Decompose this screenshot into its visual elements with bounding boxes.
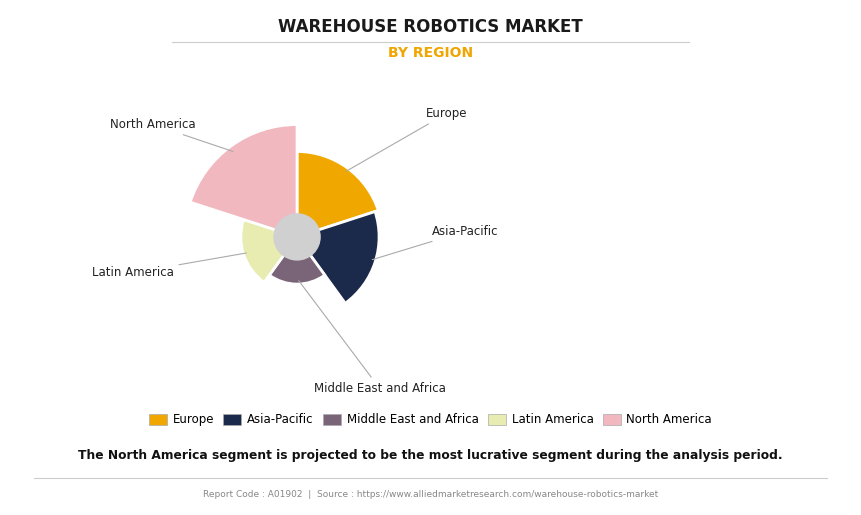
Text: WAREHOUSE ROBOTICS MARKET: WAREHOUSE ROBOTICS MARKET bbox=[278, 18, 583, 36]
Text: Asia-Pacific: Asia-Pacific bbox=[372, 225, 499, 260]
Wedge shape bbox=[309, 212, 379, 303]
Legend: Europe, Asia-Pacific, Middle East and Africa, Latin America, North America: Europe, Asia-Pacific, Middle East and Af… bbox=[144, 408, 717, 431]
Circle shape bbox=[274, 214, 320, 260]
Text: Report Code : A01902  |  Source : https://www.alliedmarketresearch.com/warehouse: Report Code : A01902 | Source : https://… bbox=[203, 490, 658, 499]
Text: Latin America: Latin America bbox=[91, 253, 246, 279]
Wedge shape bbox=[297, 151, 378, 231]
Wedge shape bbox=[269, 253, 325, 284]
Wedge shape bbox=[241, 219, 285, 282]
Text: BY REGION: BY REGION bbox=[388, 46, 473, 60]
Wedge shape bbox=[190, 125, 297, 231]
Text: North America: North America bbox=[110, 118, 233, 151]
Text: Middle East and Africa: Middle East and Africa bbox=[299, 281, 446, 395]
Text: The North America segment is projected to be the most lucrative segment during t: The North America segment is projected t… bbox=[78, 449, 783, 462]
Text: Europe: Europe bbox=[346, 107, 468, 171]
